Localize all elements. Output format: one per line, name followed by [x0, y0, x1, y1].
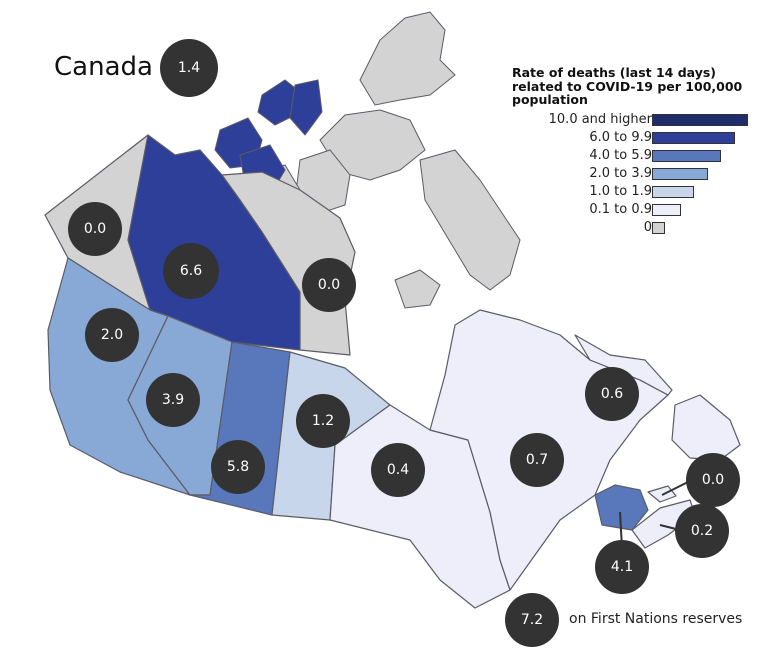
bubble-national: 1.4 [160, 39, 218, 97]
legend-row: 10.0 and higher [512, 112, 762, 128]
bubble-mb: 1.2 [296, 394, 350, 448]
bubble-ns: 0.2 [675, 504, 729, 558]
bc-rate-value: 2.0 [101, 327, 123, 343]
legend-row: 1.0 to 1.9 [512, 184, 762, 200]
qc-rate-value: 0.7 [526, 452, 548, 468]
legend-row: 2.0 to 3.9 [512, 166, 762, 182]
ns-rate-value: 0.2 [691, 523, 713, 539]
map-title: Canada [54, 52, 153, 82]
legend-swatch [652, 168, 708, 180]
legend-label: 4.0 to 5.9 [589, 148, 652, 163]
bubble-nt: 6.6 [163, 243, 219, 299]
legend-swatch [652, 186, 694, 198]
nt-rate-value: 6.6 [180, 263, 202, 279]
region-nl [574, 334, 673, 396]
bubble-pe: 0.0 [686, 453, 740, 507]
nb-rate-value: 4.1 [611, 559, 633, 575]
legend-swatch [652, 132, 735, 144]
first-nations-label: on First Nations reserves [569, 611, 743, 627]
on-rate-value: 0.4 [387, 462, 409, 478]
legend-row: 4.0 to 5.9 [512, 148, 762, 164]
legend-row: 0.1 to 0.9 [512, 202, 762, 218]
bubble-qc: 0.7 [510, 433, 564, 487]
legend-label: 10.0 and higher [548, 112, 652, 127]
nu-rate-value: 0.0 [318, 277, 340, 293]
legend-title: Rate of deaths (last 14 days) related to… [512, 65, 743, 107]
nu-island-baffin [419, 149, 521, 291]
bubble-nb: 4.1 [595, 540, 649, 594]
legend-swatch [652, 222, 665, 234]
legend-label: 0 [643, 220, 652, 235]
legend-swatch [652, 150, 721, 162]
legend-label: 1.0 to 1.9 [589, 184, 652, 199]
bubble-ab: 3.9 [146, 373, 200, 427]
sk-rate-value: 5.8 [227, 459, 249, 475]
bubble-bc: 2.0 [85, 308, 139, 362]
legend: Rate of deaths (last 14 days) related to… [512, 65, 762, 235]
bubble-nl: 0.6 [585, 367, 639, 421]
nu-island-southampton [394, 269, 441, 309]
legend-label: 2.0 to 3.9 [589, 166, 652, 181]
bubble-first-nations: 7.2 [505, 593, 559, 647]
nl-rate-value: 0.6 [601, 386, 623, 402]
nt-island-2 [289, 79, 323, 136]
bubble-sk: 5.8 [211, 440, 265, 494]
legend-label: 6.0 to 9.9 [589, 130, 652, 145]
leader-line-pe [661, 481, 689, 496]
national-rate-value: 1.4 [178, 60, 200, 76]
region-nb [594, 484, 649, 531]
mb-rate-value: 1.2 [312, 413, 334, 429]
pe-rate-value: 0.0 [702, 472, 724, 488]
bubble-yt: 0.0 [68, 202, 122, 256]
bubble-nu: 0.0 [302, 258, 356, 312]
legend-row: 6.0 to 9.9 [512, 130, 762, 146]
legend-swatch [652, 204, 681, 216]
ab-rate-value: 3.9 [162, 392, 184, 408]
legend-row: 0 [512, 220, 762, 236]
bubble-on: 0.4 [371, 443, 425, 497]
legend-label: 0.1 to 0.9 [589, 202, 652, 217]
region-nl-island [671, 394, 741, 461]
nu-island-ellesmere [359, 11, 456, 106]
legend-swatch [652, 114, 748, 126]
yt-rate-value: 0.0 [84, 221, 106, 237]
first-nations-rate-value: 7.2 [521, 612, 543, 628]
